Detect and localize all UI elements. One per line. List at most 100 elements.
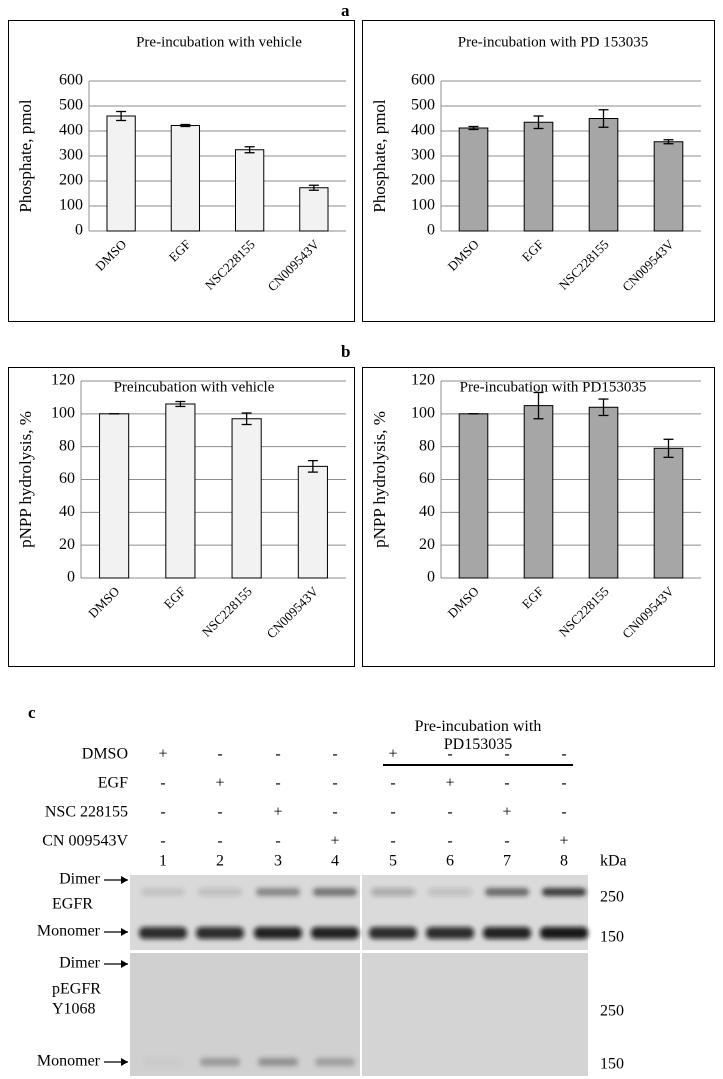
band <box>258 1058 298 1066</box>
treatment-sign: + <box>502 804 511 821</box>
x-tick-label: CN009543V <box>619 583 677 641</box>
treatment-sign: - <box>217 804 222 821</box>
y-axis-label: pNPP hydrolysis, % <box>16 411 35 548</box>
y-tick-label: 300 <box>59 147 83 164</box>
x-tick-label: EGF <box>166 237 194 265</box>
y-tick-label: 0 <box>67 569 75 586</box>
x-tick-label: DMSO <box>445 237 482 274</box>
y-tick-label: 20 <box>419 536 435 553</box>
lane-number: 5 <box>389 853 397 870</box>
blot-header: Pre-incubation with PD153035 <box>414 718 542 753</box>
blot-image <box>130 953 360 1076</box>
treatment-sign: - <box>561 804 566 821</box>
treatment-sign: - <box>390 833 395 850</box>
band <box>256 888 300 896</box>
bar <box>170 125 201 232</box>
x-tick-label: CN009543V <box>264 583 322 641</box>
lane-number: 2 <box>216 853 224 870</box>
error-bar <box>116 110 127 122</box>
band <box>200 1058 240 1066</box>
treatment-sign: + <box>388 746 397 763</box>
error-bar <box>244 146 255 154</box>
y-tick-label: 500 <box>59 97 83 114</box>
chart-title: Pre-incubation with PD153035 <box>460 379 647 395</box>
band <box>141 888 185 896</box>
y-tick-label: 200 <box>411 172 435 189</box>
treatment-sign: + <box>158 746 167 763</box>
treatment-sign: - <box>390 804 395 821</box>
bar <box>653 141 684 232</box>
treatment-sign: + <box>215 775 224 792</box>
treatment-sign: - <box>332 746 337 763</box>
x-tick-label: EGF <box>519 584 547 612</box>
treatment-sign: - <box>275 746 280 763</box>
x-tick-label: DMSO <box>92 237 129 274</box>
error-bar <box>175 400 186 408</box>
y-tick-label: 0 <box>427 569 435 586</box>
lane-number: 7 <box>503 853 511 870</box>
treatment-sign: + <box>273 804 282 821</box>
x-tick-label: NSC228155 <box>556 237 612 293</box>
band <box>315 1058 355 1066</box>
bar <box>458 127 489 232</box>
x-tick-label: EGF <box>161 584 189 612</box>
x-tick-label: DMSO <box>445 584 482 621</box>
band <box>143 1058 183 1066</box>
chart-title: Pre-incubation with vehicle <box>136 34 302 50</box>
size-marker: 250 <box>600 1003 624 1020</box>
chart-title: Pre-incubation with PD 153035 <box>458 34 648 50</box>
error-bar <box>598 398 609 417</box>
error-bar <box>533 391 544 420</box>
band-label: Monomer <box>37 923 101 940</box>
band-label: EGFR <box>52 896 93 913</box>
panel-label: a <box>341 1 350 20</box>
arrow-head <box>121 928 128 936</box>
bar <box>588 406 619 579</box>
treatment-label: DMSO <box>82 746 128 763</box>
error-bar <box>180 123 191 128</box>
y-tick-label: 120 <box>411 372 435 389</box>
y-tick-label: 200 <box>59 172 83 189</box>
band <box>483 927 531 939</box>
y-tick-label: 100 <box>411 197 435 214</box>
size-marker: 150 <box>600 1056 624 1073</box>
lane-number: 6 <box>446 853 454 870</box>
bar <box>234 149 265 232</box>
treatment-sign: - <box>447 746 452 763</box>
treatment-sign: - <box>160 775 165 792</box>
chart: Pre-incubation with PD 153035 Phosphate, … <box>362 20 715 322</box>
band <box>428 888 472 896</box>
y-tick-label: 400 <box>411 122 435 139</box>
chart: Pre-incubation with vehicle Phosphate, pm… <box>8 20 355 322</box>
x-tick-label: DMSO <box>85 584 122 621</box>
y-tick-label: 600 <box>411 72 435 89</box>
y-axis-label: Phosphate, pmol <box>16 99 35 213</box>
x-tick-label: NSC228155 <box>202 237 258 293</box>
bar <box>299 187 329 232</box>
y-tick-label: 300 <box>411 147 435 164</box>
band <box>540 927 588 939</box>
band <box>311 927 359 939</box>
treatment-label: EGF <box>98 775 128 792</box>
y-tick-label: 100 <box>411 405 435 422</box>
error-bar <box>663 438 674 458</box>
y-tick-label: 120 <box>51 372 75 389</box>
x-tick-label: NSC228155 <box>199 584 255 640</box>
lane-number: 1 <box>159 853 167 870</box>
y-tick-label: 100 <box>59 197 83 214</box>
treatment-sign: - <box>275 775 280 792</box>
bar <box>458 413 489 579</box>
y-tick-label: 80 <box>419 437 435 454</box>
treatment-sign: - <box>160 833 165 850</box>
panel-label: b <box>341 342 351 361</box>
y-tick-label: 60 <box>59 470 75 487</box>
treatment-sign: - <box>504 775 509 792</box>
treatment-sign: - <box>217 833 222 850</box>
chart: Preincubation with vehicle pNPP hydrolysi… <box>8 367 355 667</box>
band <box>198 888 242 896</box>
x-tick-label: CN009543V <box>619 236 677 294</box>
arrow-head <box>121 960 128 968</box>
band-label: Monomer <box>37 1053 101 1070</box>
band <box>369 927 417 939</box>
treatment-sign: - <box>447 833 452 850</box>
